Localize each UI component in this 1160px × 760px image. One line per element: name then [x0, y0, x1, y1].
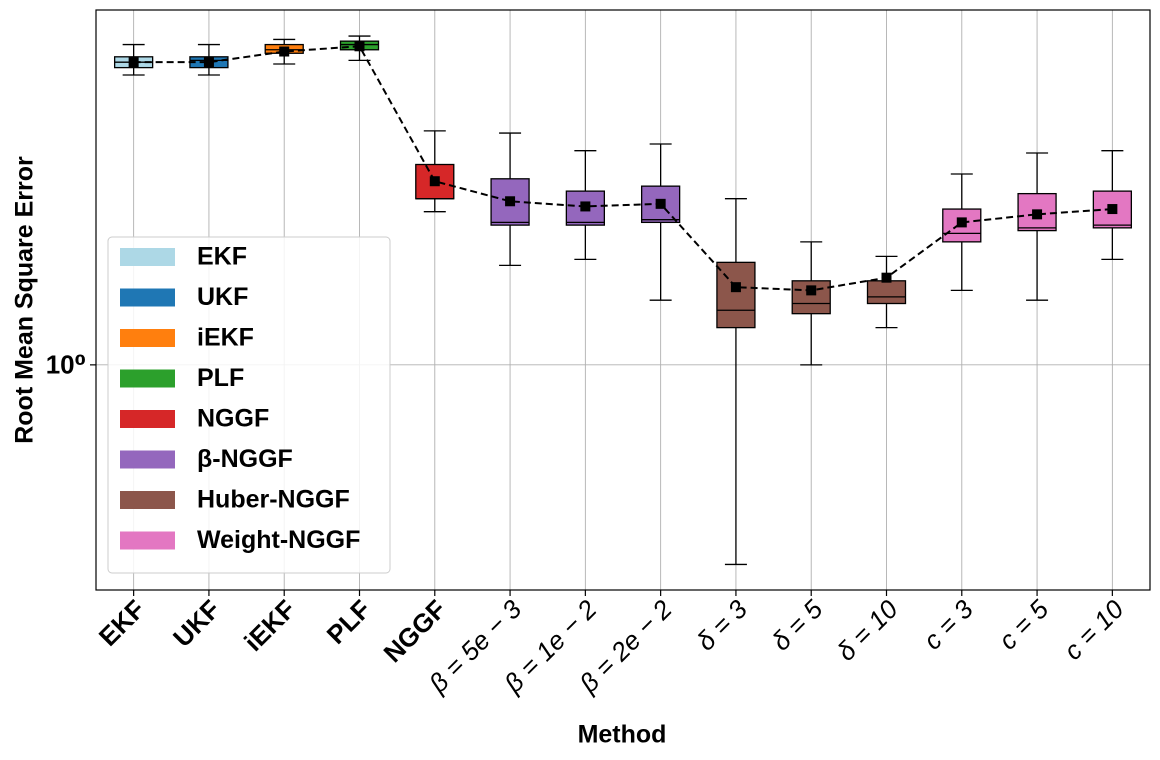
legend-swatch [120, 369, 175, 388]
x-tick-label: δ = 10 [831, 594, 904, 667]
legend-label: PLF [197, 364, 244, 392]
x-tick-label: EKF [93, 594, 151, 652]
x-tick-label: PLF [321, 594, 377, 650]
y-axis-label: Root Mean Square Error [11, 156, 39, 444]
legend-label: NGGF [197, 405, 269, 433]
legend-swatch [120, 410, 175, 428]
legend-swatch [120, 288, 175, 307]
mean-marker [956, 217, 967, 228]
mean-marker [1107, 204, 1118, 215]
legend-frame [107, 236, 391, 574]
legend-label: Weight-NGGF [197, 526, 360, 554]
legend-swatch [120, 491, 175, 509]
x-axis-label: Method [578, 721, 667, 749]
x-tick-label: UKF [167, 594, 226, 653]
box [716, 261, 756, 329]
plot-frame [95, 9, 1151, 591]
x-tick-label: iEKF [238, 594, 301, 657]
x-tick-label: c = 3 [917, 594, 979, 656]
plot-area [113, 35, 1133, 566]
legend-label: UKF [197, 283, 248, 311]
mean-marker [881, 272, 892, 283]
legend-swatch [120, 531, 175, 550]
legend-swatch [120, 329, 175, 347]
mean-marker [429, 176, 440, 187]
mean-marker [354, 41, 365, 52]
mean-marker [203, 57, 214, 68]
mean-marker [505, 196, 516, 207]
mean-marker [730, 282, 741, 293]
x-tick-label: NGGF [378, 594, 452, 668]
mean-line [133, 45, 1113, 292]
legend-label: iEKF [197, 324, 254, 352]
box [866, 280, 907, 305]
mean-marker [128, 57, 139, 68]
x-tick-label: δ = 3 [690, 594, 753, 657]
mean-marker [655, 198, 666, 209]
legend-label: β-NGGF [197, 445, 293, 473]
legend-label: EKF [197, 243, 247, 271]
mean-marker [279, 46, 290, 57]
mean-marker [1032, 209, 1043, 220]
mean-marker [806, 285, 817, 296]
legend: EKF UKF iEKF PLF NGGF β-NGGF Huber-NGGF Weight-… [107, 236, 391, 574]
x-tick-label: δ = 5 [766, 594, 829, 657]
legend-swatch [120, 450, 175, 469]
y-tick-label: 10⁰ [46, 350, 86, 380]
legend-label: Huber-NGGF [197, 486, 350, 514]
x-tick-label: c = 5 [993, 594, 1055, 656]
x-tick-label: c = 10 [1058, 594, 1130, 666]
legend-swatch [120, 248, 175, 266]
mean-marker [580, 201, 591, 212]
